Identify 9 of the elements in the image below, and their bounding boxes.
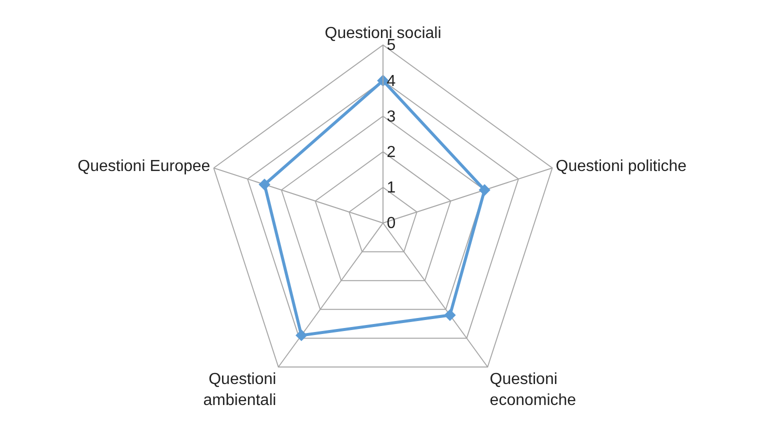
spoke-label: Questioni economiche: [490, 371, 576, 410]
spoke-label: Questioni Europee: [78, 158, 210, 176]
y-tick-label: 0: [386, 215, 396, 232]
y-tick-label: 2: [386, 144, 396, 161]
spoke-label: Questioni ambientali: [203, 371, 276, 410]
y-tick-label: 1: [386, 180, 396, 197]
y-tick-label: 3: [386, 108, 396, 126]
y-tick-label: 4: [386, 72, 396, 90]
spoke-label: Questioni politiche: [556, 158, 687, 176]
